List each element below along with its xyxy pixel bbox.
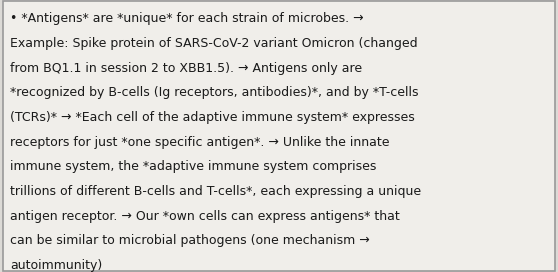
- Text: *recognized by B-cells (Ig receptors, antibodies)*, and by *T-cells: *recognized by B-cells (Ig receptors, an…: [10, 86, 418, 99]
- FancyBboxPatch shape: [3, 1, 555, 271]
- Text: autoimmunity): autoimmunity): [10, 259, 102, 272]
- Text: from BQ1.1 in session 2 to XBB1.5). → Antigens only are: from BQ1.1 in session 2 to XBB1.5). → An…: [10, 61, 362, 75]
- Text: • *Antigens* are *unique* for each strain of microbes. →: • *Antigens* are *unique* for each strai…: [10, 12, 364, 25]
- Text: can be similar to microbial pathogens (one mechanism →: can be similar to microbial pathogens (o…: [10, 234, 370, 247]
- Text: immune system, the *adaptive immune system comprises: immune system, the *adaptive immune syst…: [10, 160, 377, 173]
- Text: Example: Spike protein of SARS-CoV-2 variant Omicron (changed: Example: Spike protein of SARS-CoV-2 var…: [10, 37, 418, 50]
- Text: antigen receptor. → Our *own cells can express antigens* that: antigen receptor. → Our *own cells can e…: [10, 210, 400, 223]
- Text: (TCRs)* → *Each cell of the adaptive immune system* expresses: (TCRs)* → *Each cell of the adaptive imm…: [10, 111, 415, 124]
- Text: trillions of different B-cells and T-cells*, each expressing a unique: trillions of different B-cells and T-cel…: [10, 185, 421, 198]
- Text: receptors for just *one specific antigen*. → Unlike the innate: receptors for just *one specific antigen…: [10, 136, 389, 149]
